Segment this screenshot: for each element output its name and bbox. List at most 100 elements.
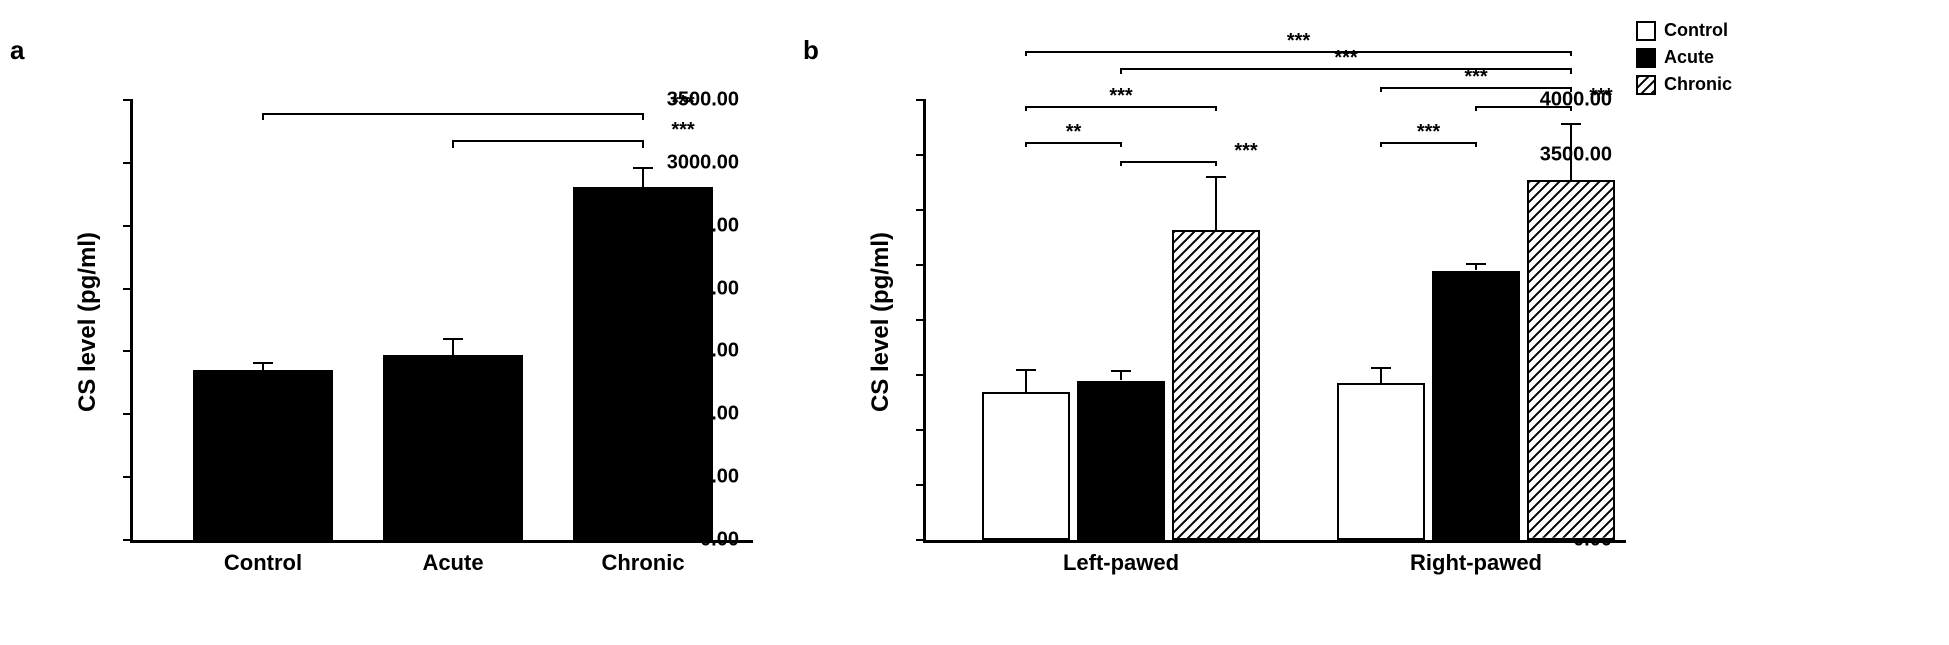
sig-line (263, 113, 643, 115)
sig-drop (1570, 68, 1572, 74)
ytick (916, 264, 926, 266)
sig-drop (1570, 106, 1572, 112)
error-cap (443, 338, 463, 340)
sig-label: *** (1109, 85, 1132, 108)
sig-drop (642, 113, 644, 121)
panel-a-ylabel: CS level (pg/ml) (74, 231, 102, 411)
error-bar (452, 339, 454, 355)
panel-b-ylabel: CS level (pg/ml) (867, 231, 895, 411)
sig-drop (1475, 106, 1477, 112)
sig-drop (1215, 161, 1217, 167)
legend-swatch (1636, 48, 1656, 68)
bar (1337, 383, 1425, 540)
sig-drop (1120, 68, 1122, 74)
sig-drop (1380, 87, 1382, 93)
ytick (916, 374, 926, 376)
bar (1077, 381, 1165, 541)
xlabel: Acute (422, 550, 483, 576)
error-cap (1561, 123, 1581, 125)
error-bar (262, 363, 264, 371)
error-cap (1016, 369, 1036, 371)
panel-a-chart: CS level (pg/ml) 0.00500.001000.001500.0… (130, 100, 753, 543)
sig-drop (1380, 142, 1382, 148)
panel-b: b CS level (pg/ml) 0.00500.001000.001500… (813, 20, 1626, 543)
error-bar (1380, 368, 1382, 382)
legend-swatch (1636, 75, 1656, 95)
error-bar (642, 168, 644, 187)
sig-line (1121, 161, 1216, 163)
ytick (123, 99, 133, 101)
xlabel: Chronic (601, 550, 684, 576)
sig-label: *** (1589, 85, 1612, 108)
sig-drop (1120, 161, 1122, 167)
sig-label: *** (671, 119, 694, 142)
ytick (123, 539, 133, 541)
bar (193, 370, 333, 540)
error-cap (1206, 176, 1226, 178)
error-cap (1111, 370, 1131, 372)
ytick (123, 288, 133, 290)
legend-swatch (1636, 21, 1656, 41)
error-cap (633, 167, 653, 169)
sig-drop (1570, 87, 1572, 93)
sig-label: *** (1417, 121, 1440, 144)
xlabel: Control (224, 550, 302, 576)
panel-b-label: b (803, 35, 819, 66)
sig-line (453, 140, 643, 142)
ytick (916, 319, 926, 321)
xlabel: Right-pawed (1410, 550, 1542, 576)
legend-item: Acute (1636, 47, 1732, 68)
sig-drop (1475, 142, 1477, 148)
sig-label: *** (1234, 140, 1257, 163)
panel-b-chart: CS level (pg/ml) 0.00500.001000.001500.0… (923, 100, 1626, 543)
ytick (916, 429, 926, 431)
figure: a CS level (pg/ml) 0.00500.001000.001500… (20, 20, 1732, 543)
sig-label: ** (1066, 121, 1082, 144)
sig-drop (1570, 51, 1572, 57)
sig-drop (642, 140, 644, 148)
error-bar (1025, 370, 1027, 392)
ytick (123, 162, 133, 164)
legend-item: Chronic (1636, 74, 1732, 95)
panel-a-label: a (10, 35, 24, 66)
panel-a: a CS level (pg/ml) 0.00500.001000.001500… (20, 20, 753, 543)
bar (982, 392, 1070, 541)
sig-label: *** (1334, 47, 1357, 70)
sig-drop (1215, 106, 1217, 112)
sig-label: *** (1287, 30, 1310, 53)
ytick (916, 484, 926, 486)
panel-b-plot: 0.00500.001000.001500.002000.002500.0030… (923, 100, 1626, 543)
sig-drop (1025, 142, 1027, 148)
sig-label: *** (671, 92, 694, 115)
sig-drop (1025, 106, 1027, 112)
legend-label: Acute (1664, 47, 1714, 68)
bar (1432, 271, 1520, 541)
error-cap (1371, 367, 1391, 369)
sig-line (1476, 106, 1571, 108)
sig-drop (1120, 142, 1122, 148)
sig-drop (262, 113, 264, 121)
legend-item: Control (1636, 20, 1732, 41)
xlabel: Left-pawed (1063, 550, 1179, 576)
ytick-label: 3500.00 (1540, 144, 1612, 167)
error-bar (1570, 124, 1572, 180)
panel-a-plot: 0.00500.001000.001500.002000.002500.0030… (130, 100, 753, 543)
error-cap (1466, 263, 1486, 265)
ytick (916, 99, 926, 101)
sig-drop (1025, 51, 1027, 57)
error-cap (253, 362, 273, 364)
legend: Control Acute Chronic (1636, 20, 1732, 101)
ytick (123, 225, 133, 227)
ytick-label: 3000.00 (667, 151, 739, 174)
ytick (123, 476, 133, 478)
sig-drop (452, 140, 454, 148)
bar (573, 187, 713, 540)
bar (1527, 180, 1615, 540)
ytick (916, 209, 926, 211)
error-bar (1215, 177, 1217, 230)
legend-label: Chronic (1664, 74, 1732, 95)
bar (1172, 230, 1260, 540)
legend-label: Control (1664, 20, 1728, 41)
bar (383, 355, 523, 540)
ytick (123, 413, 133, 415)
